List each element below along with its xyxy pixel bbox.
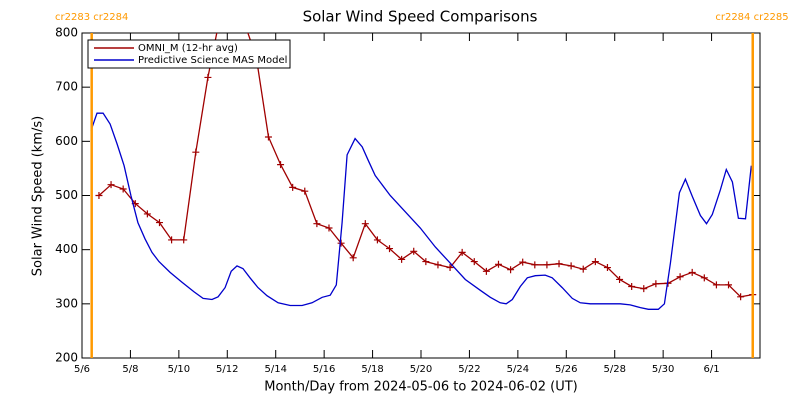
data-marker bbox=[241, 19, 248, 26]
data-marker bbox=[386, 245, 394, 253]
carrington-label: cr2284 cr2285 bbox=[715, 12, 788, 23]
data-marker bbox=[591, 258, 599, 266]
y-tick-label: 700 bbox=[55, 80, 78, 94]
data-marker bbox=[555, 260, 563, 268]
data-marker bbox=[289, 183, 297, 191]
data-marker bbox=[652, 280, 660, 288]
data-marker bbox=[119, 185, 127, 193]
data-marker bbox=[725, 281, 733, 289]
data-marker bbox=[325, 224, 333, 232]
x-tick-label: 5/28 bbox=[603, 364, 625, 375]
data-marker bbox=[422, 258, 430, 266]
data-marker bbox=[155, 219, 163, 227]
data-marker bbox=[616, 275, 624, 283]
x-tick-label: 5/24 bbox=[507, 364, 529, 375]
data-marker bbox=[494, 260, 502, 268]
x-tick-label: 5/22 bbox=[458, 364, 480, 375]
y-tick-label: 600 bbox=[55, 134, 78, 148]
data-marker bbox=[543, 261, 551, 269]
data-marker bbox=[676, 273, 684, 281]
data-marker bbox=[410, 247, 418, 255]
data-marker bbox=[217, 13, 224, 20]
data-marker bbox=[301, 187, 309, 195]
x-tick-label: 5/26 bbox=[555, 364, 577, 375]
x-tick-label: 5/10 bbox=[168, 364, 190, 375]
data-marker bbox=[482, 267, 490, 275]
data-marker bbox=[373, 236, 381, 244]
data-marker bbox=[628, 283, 636, 290]
data-marker bbox=[519, 258, 527, 266]
data-marker bbox=[688, 268, 696, 276]
series-line bbox=[90, 112, 752, 310]
legend-box bbox=[87, 39, 291, 69]
data-marker bbox=[434, 261, 442, 269]
data-marker bbox=[95, 192, 103, 199]
carrington-label: cr2283 cr2284 bbox=[55, 12, 128, 23]
data-marker bbox=[313, 220, 321, 228]
data-marker bbox=[143, 210, 151, 218]
legend-label: Predictive Science MAS Model bbox=[138, 55, 287, 66]
y-tick-label: 300 bbox=[55, 296, 78, 310]
x-axis-label: Month/Day from 2024-05-06 to 2024-06-02 … bbox=[264, 380, 577, 395]
data-marker bbox=[264, 133, 272, 141]
x-tick-label: 5/18 bbox=[361, 364, 383, 375]
data-marker bbox=[361, 220, 369, 228]
data-marker bbox=[229, 0, 236, 4]
y-axis-label: Solar Wind Speed (km/s) bbox=[31, 116, 46, 276]
data-marker bbox=[204, 73, 212, 81]
chart-title: Solar Wind Speed Comparisons bbox=[303, 8, 538, 26]
data-marker bbox=[180, 236, 188, 244]
legend-label: OMNI_M (12-hr avg) bbox=[138, 43, 238, 54]
data-marker bbox=[168, 236, 176, 244]
data-marker bbox=[349, 254, 357, 262]
x-tick-label: 5/30 bbox=[652, 364, 674, 375]
x-tick-label: 6/1 bbox=[704, 364, 720, 375]
data-marker bbox=[531, 261, 539, 269]
data-marker bbox=[712, 281, 720, 289]
x-tick-label: 5/8 bbox=[122, 364, 138, 375]
data-marker bbox=[398, 255, 406, 263]
data-marker bbox=[640, 285, 648, 293]
data-marker bbox=[337, 239, 345, 247]
data-marker bbox=[446, 264, 454, 272]
data-marker bbox=[458, 248, 466, 256]
x-tick-label: 5/12 bbox=[216, 364, 238, 375]
data-marker bbox=[107, 181, 115, 189]
x-tick-label: 5/14 bbox=[264, 364, 286, 375]
y-tick-label: 200 bbox=[55, 351, 78, 365]
y-tick-label: 500 bbox=[55, 188, 78, 202]
x-tick-label: 5/16 bbox=[313, 364, 335, 375]
data-marker bbox=[567, 262, 575, 270]
data-marker bbox=[579, 265, 587, 273]
data-marker bbox=[700, 274, 708, 282]
x-tick-label: 5/6 bbox=[74, 364, 90, 375]
data-marker bbox=[277, 161, 285, 169]
y-tick-label: 800 bbox=[55, 26, 78, 40]
data-marker bbox=[192, 148, 200, 156]
y-tick-label: 400 bbox=[55, 242, 78, 256]
data-marker bbox=[507, 266, 515, 274]
data-marker bbox=[470, 258, 478, 266]
data-marker bbox=[603, 264, 611, 272]
x-tick-label: 5/20 bbox=[410, 364, 432, 375]
data-marker bbox=[737, 293, 745, 301]
